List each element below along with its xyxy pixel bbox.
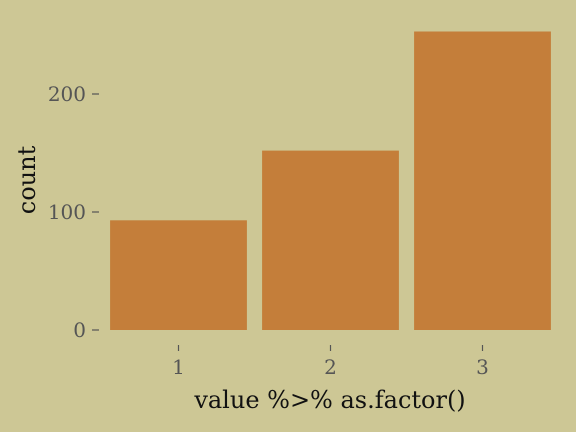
bars-group bbox=[110, 31, 551, 330]
y-tick-label-200: 200 bbox=[48, 82, 86, 106]
x-axis: 1 2 3 bbox=[172, 345, 489, 379]
x-tick-label-2: 2 bbox=[324, 355, 337, 379]
x-tick-label-3: 3 bbox=[476, 355, 489, 379]
x-tick-label-1: 1 bbox=[172, 355, 185, 379]
y-tick-label-0: 0 bbox=[73, 318, 86, 342]
x-axis-title: value %>% as.factor() bbox=[193, 386, 465, 414]
y-tick-label-100: 100 bbox=[48, 200, 86, 224]
bar-2 bbox=[262, 150, 399, 330]
y-axis: 0 100 200 bbox=[48, 82, 99, 342]
y-axis-title: count bbox=[13, 145, 41, 214]
bar-1 bbox=[110, 220, 247, 330]
bar-3 bbox=[414, 31, 551, 330]
